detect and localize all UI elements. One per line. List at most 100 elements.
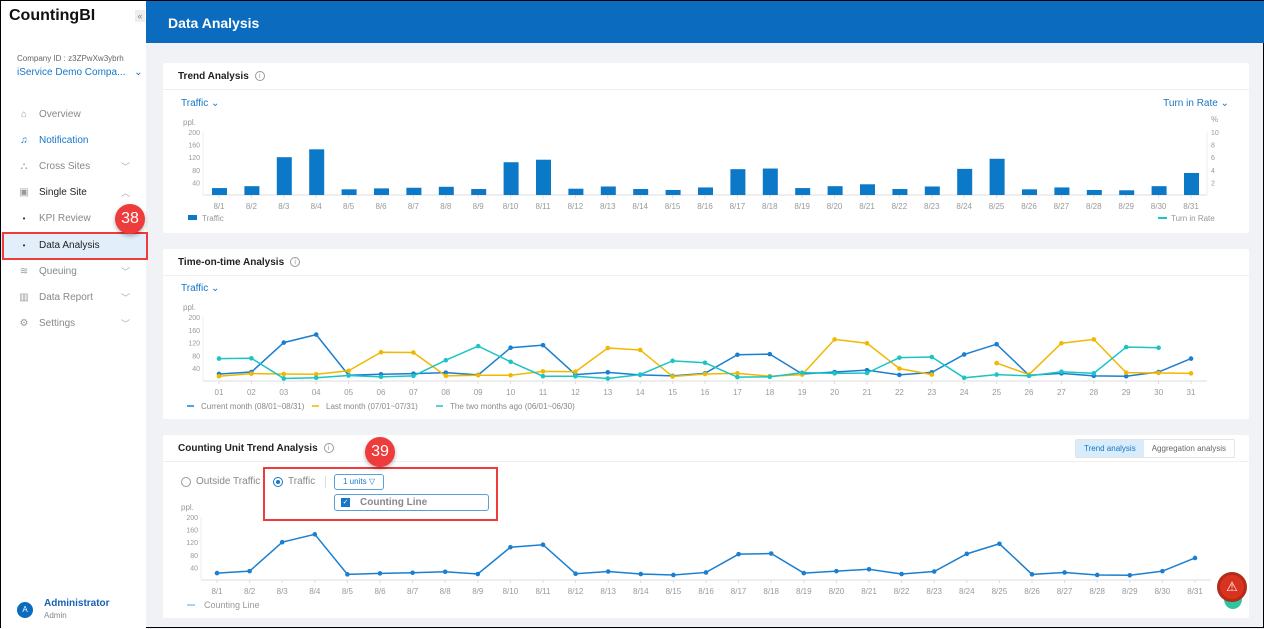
bar [1086,189,1102,195]
bar [957,168,973,195]
metric-dropdown[interactable]: Traffic ⌄ [181,98,220,109]
bar [276,157,292,195]
x-tick-label: 8/21 [861,587,877,596]
data-point [964,551,970,557]
x-tick-label: 07 [409,388,418,397]
bar [1184,172,1199,195]
x-tick-label: 8/31 [1183,202,1199,211]
data-point [216,356,222,361]
right-metric-dropdown[interactable]: Turn in Rate ⌄ [1163,98,1229,109]
x-tick-label: 8/4 [311,202,323,211]
annotation-badge-39: 39 [365,437,395,467]
y-tick-label: 40 [190,565,198,572]
x-tick-label: 8/8 [440,587,452,596]
sidebar-item-settings[interactable]: ⚙ Settings ﹀ [1,311,146,337]
sidebar-item-label: Single Site [39,187,87,199]
x-tick-label: 8/2 [244,587,256,596]
x-tick-label: 27 [1057,388,1066,397]
x-tick-label: 8/14 [632,202,648,211]
data-point [605,569,611,574]
site-icon: ▣ [19,187,29,199]
x-tick-label: 8/27 [1054,202,1070,211]
x-tick-label: 03 [279,388,288,397]
radio-outside-traffic[interactable]: Outside Traffic [181,476,260,487]
sidebar-item-queuing[interactable]: ≋ Queuing ﹀ [1,258,146,284]
data-point [801,570,807,576]
units-filter-button[interactable]: 1 units ▽ [334,474,384,490]
x-tick-label: 8/6 [374,587,386,596]
y2-tick-label: 8 [1211,143,1215,150]
user-name[interactable]: Administrator [44,598,110,609]
sidebar-item-single-site[interactable]: ▣ Single Site ︿ [1,180,146,206]
sidebar-item-label: Overview [39,108,81,120]
x-tick-label: 8/3 [277,587,289,596]
counting-line-option[interactable]: ✓ Counting Line [334,494,489,511]
bar [212,188,227,195]
x-tick-label: 8/29 [1118,202,1134,211]
bar [1119,190,1135,195]
sidebar-item-label: Cross Sites [39,160,91,172]
data-point [312,532,318,537]
x-tick-label: 8/23 [924,202,940,211]
bar [827,186,843,195]
x-tick-label: 09 [474,388,483,397]
sidebar-item-label: Notification [39,134,89,146]
info-icon[interactable]: i [254,71,265,82]
bar [244,186,260,195]
series-line [218,345,1159,380]
bar [406,187,422,195]
data-point [605,345,611,351]
x-tick-label: 8/20 [829,587,845,596]
annotation-badge-38: 38 [115,204,145,234]
data-point [442,569,448,575]
x-tick-label: 8/13 [600,587,616,596]
legend-label: The two months ago (06/01~06/30) [450,402,575,411]
avatar[interactable]: A [17,602,33,618]
bullet-icon: • [22,240,26,250]
x-tick-label: 14 [636,388,645,397]
data-point [832,337,837,342]
data-point [671,572,676,578]
data-point [1188,356,1194,361]
sidebar-item-data-report[interactable]: ▥ Data Report ﹀ [1,284,146,310]
bar [341,189,357,195]
y-tick-label: 200 [188,130,200,137]
sidebar-item-notification[interactable]: ♫ Notification [1,127,146,153]
x-tick-label: 8/10 [503,587,519,596]
radio-traffic[interactable]: Traffic [273,476,315,487]
collapse-sidebar-icon[interactable]: « [135,10,145,22]
sidebar-item-overview[interactable]: ⌂ Overview [1,101,146,127]
chevron-down-icon: ⌄ [211,283,220,294]
y-tick-label: 160 [188,143,200,150]
info-icon[interactable]: i [290,257,301,268]
tab-aggregation-analysis[interactable]: Aggregation analysis [1151,444,1226,453]
x-tick-label: 8/15 [665,202,681,211]
home-icon: ⌂ [20,108,28,120]
data-point [508,544,513,550]
data-point [929,354,935,360]
data-point [864,370,870,376]
y-tick-label: 160 [186,528,198,535]
info-icon[interactable]: i [323,443,334,454]
data-point [247,568,252,574]
tab-trend-analysis[interactable]: Trend analysis [1075,440,1144,457]
sidebar-item-cross-sites[interactable]: ⛬ Cross Sites ﹀ [1,153,146,179]
sidebar-item-kpi-review[interactable]: • KPI Review [1,206,146,232]
legend-label: Current month (08/01~08/31) [201,402,305,411]
x-tick-label: 26 [1025,388,1034,397]
company-selector[interactable]: iService Demo Compa... ⌄ [17,67,143,78]
x-tick-label: 8/30 [1151,202,1167,211]
alert-warning-icon[interactable]: ⚠ [1217,572,1247,602]
x-tick-label: 8/17 [730,202,746,211]
data-point [313,375,319,381]
sidebar-item-label: Data Analysis [39,239,100,251]
checkbox-checked-icon[interactable]: ✓ [341,498,350,507]
x-tick-label: 08 [441,388,450,397]
x-tick-label: 8/21 [859,202,875,211]
metric-dropdown[interactable]: Traffic ⌄ [181,283,220,294]
sidebar-item-data-analysis[interactable]: • Data Analysis [1,232,146,258]
data-point [1029,572,1035,577]
y-tick-label: 40 [192,180,200,187]
y2-tick-label: 2 [1211,180,1215,187]
x-tick-label: 8/19 [796,587,812,596]
